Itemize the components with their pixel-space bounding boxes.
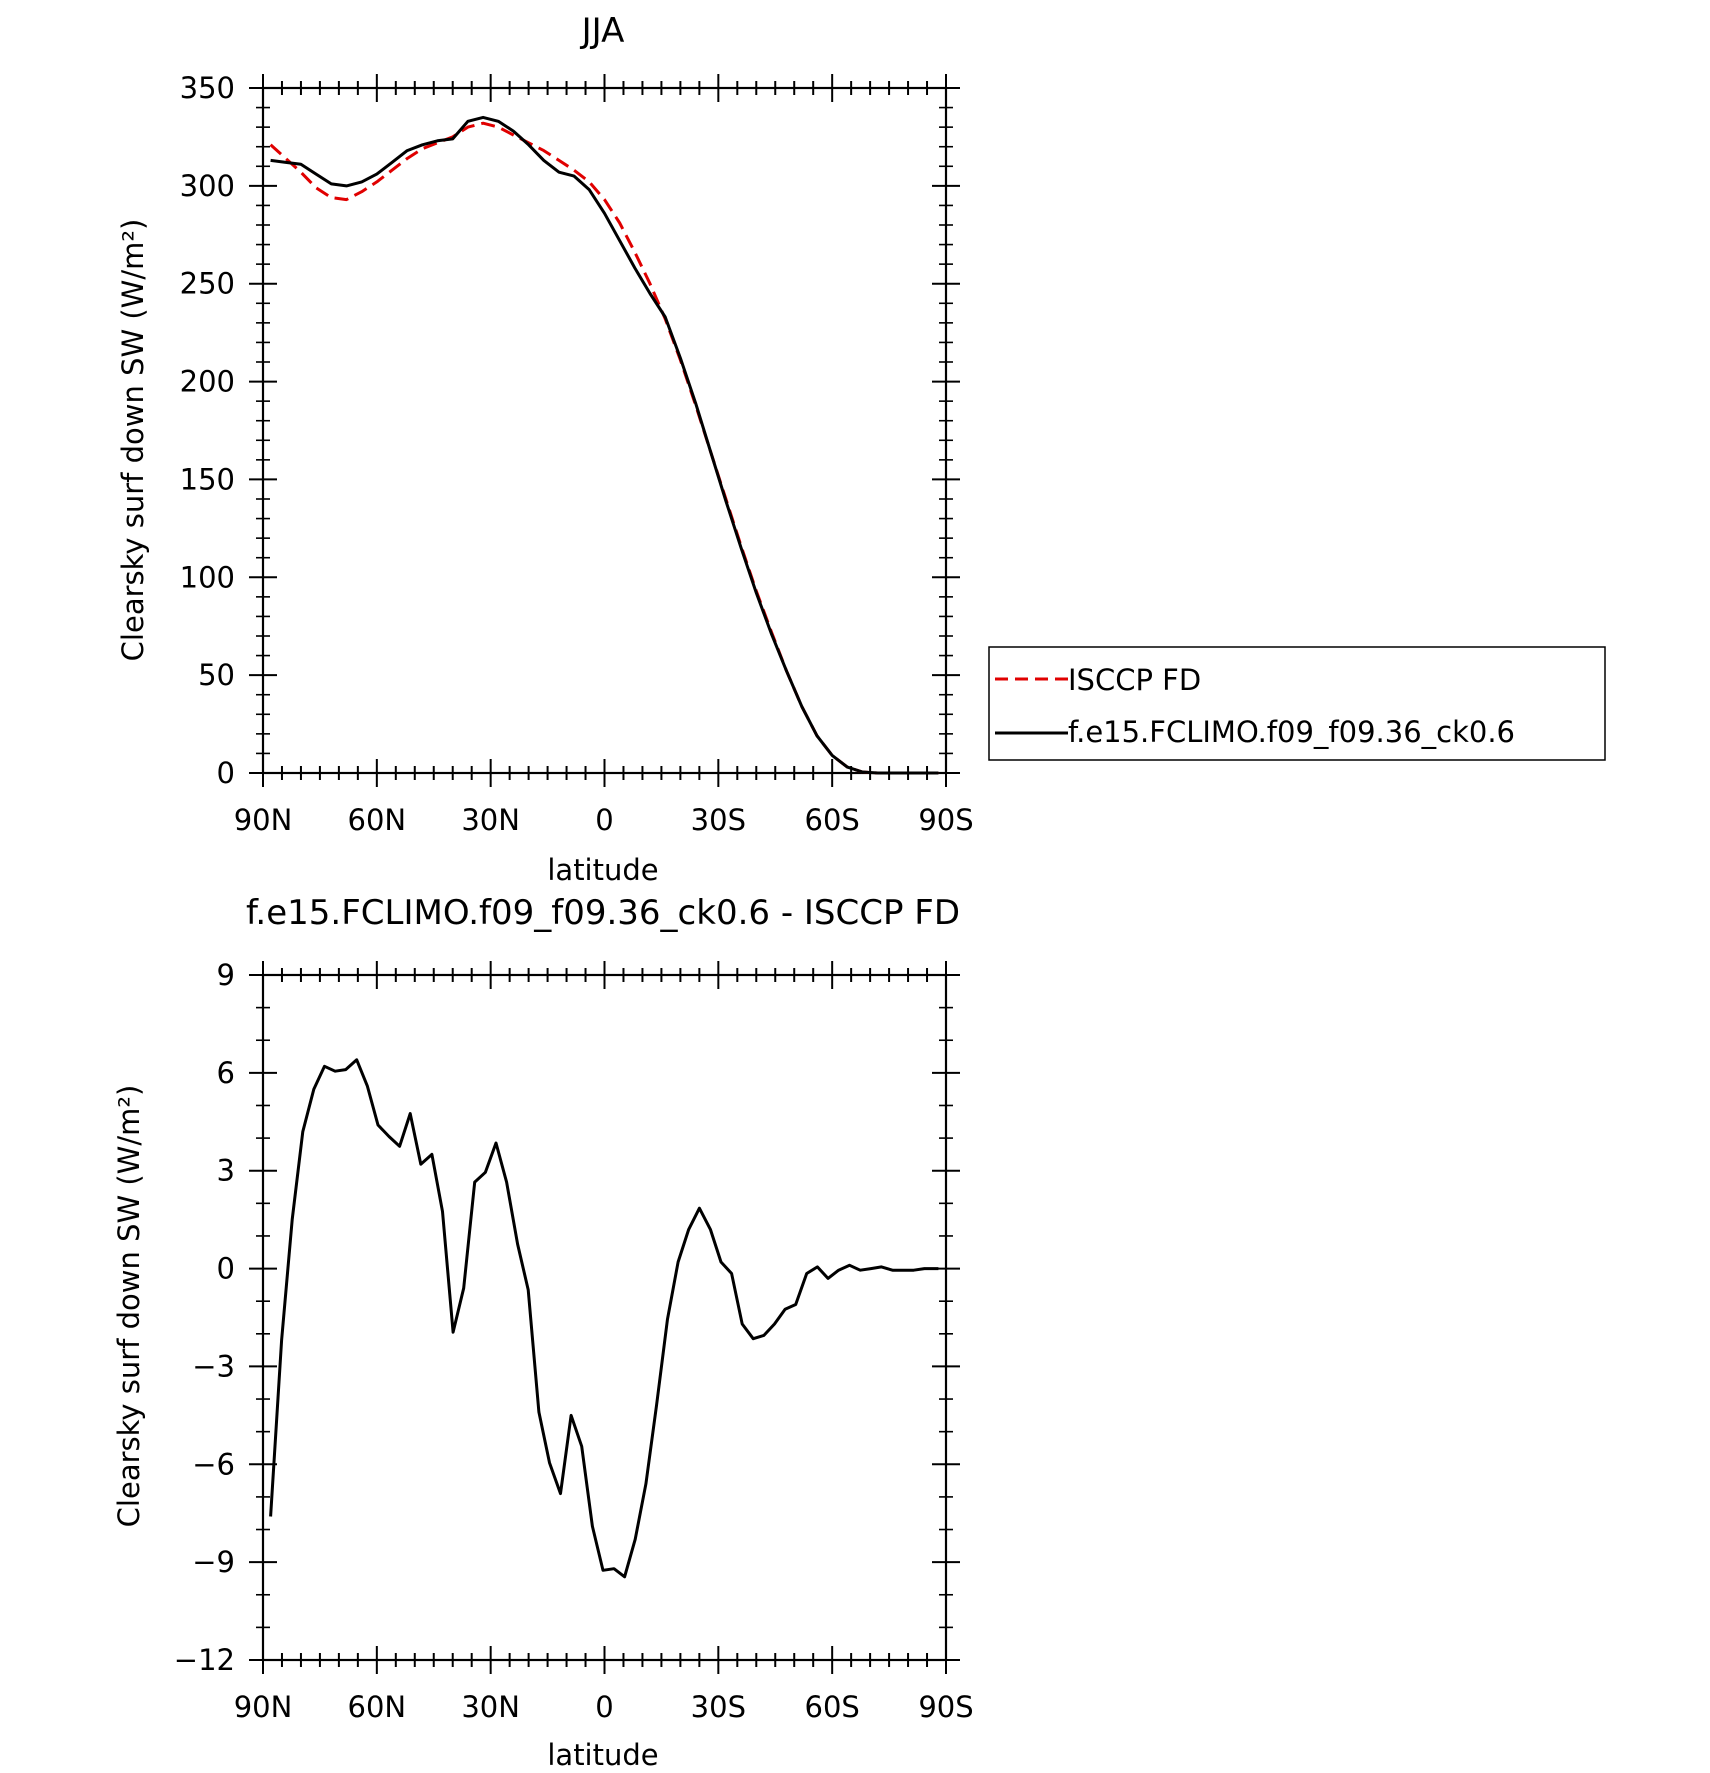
bottom-plot-area: 90N 60N 30N 0 30S 60S 90S −12 −9 −6 −3 0 3 6 9 [174,958,974,1724]
top-series-line-0 [269,121,939,775]
top-panel: JJA 90N 60N 30N 0 30S 60S 90S 0 50 100 150 200 250 30… [116,11,1606,887]
top-y-tick-label: 50 [198,658,235,692]
bottom-y-tick-label: 3 [217,1154,235,1188]
top-plot-area: 90N 60N 30N 0 30S 60S 90S 0 50 100 150 200 250 300 350 [180,71,974,837]
top-y-axis-label: Clearsky surf down SW (W/m²) [116,219,150,662]
top-series-line-1 [270,115,939,775]
bottom-y-tick-label: 9 [217,958,235,992]
legend-entry-isccp: ISCCP FD [1068,663,1201,697]
bottom-y-tick-label: −6 [192,1447,235,1481]
top-x-tick-label: 30N [461,803,520,837]
legend-entry-model: f.e15.FCLIMO.f09_f09.36_ck0.6 [1068,715,1515,749]
top-y-tick-label: 150 [180,462,235,496]
legend: ISCCP FD f.e15.FCLIMO.f09_f09.36_ck0.6 [988,646,1606,761]
top-y-tick-label: 300 [180,169,235,203]
top-x-tick-label: 90N [234,803,293,837]
bottom-x-tick-label: 30S [691,1690,746,1724]
top-x-tick-label: 60S [805,803,860,837]
bottom-y-tick-label: 0 [217,1252,235,1286]
bottom-y-tick-label: −12 [174,1643,235,1677]
bottom-x-tick-label: 60N [348,1690,407,1724]
bottom-y-tick-label: −9 [192,1545,235,1579]
bottom-y-axis-label: Clearsky surf down SW (W/m²) [112,1085,146,1528]
top-x-tick-label: 60N [348,803,407,837]
top-y-tick-label: 100 [180,560,235,594]
bottom-y-tick-label: 6 [217,1056,235,1090]
bottom-panel: f.e15.FCLIMO.f09_f09.36_ck0.6 - ISCCP FD… [112,893,974,1772]
bottom-x-tick-label: 90N [234,1690,293,1724]
top-y-tick-label: 0 [217,756,235,790]
bottom-y-tick-label: −3 [192,1349,235,1383]
top-y-tick-label: 200 [180,365,235,399]
bottom-series-line-0 [269,1058,939,1579]
bottom-x-tick-label: 60S [805,1690,860,1724]
bottom-x-tick-label: 90S [918,1690,973,1724]
bottom-x-axis-label: latitude [547,1738,658,1772]
top-y-tick-label: 350 [180,71,235,105]
top-chart-title: JJA [580,11,625,51]
bottom-x-tick-label: 30N [461,1690,520,1724]
top-x-tick-label: 90S [918,803,973,837]
top-x-axis-label: latitude [547,853,658,887]
bottom-x-tick-label: 0 [595,1690,613,1724]
legend-box [988,646,1606,761]
top-x-tick-label: 30S [691,803,746,837]
bottom-chart-title: f.e15.FCLIMO.f09_f09.36_ck0.6 - ISCCP FD [246,893,960,933]
top-x-tick-label: 0 [595,803,613,837]
top-y-tick-label: 250 [180,267,235,301]
